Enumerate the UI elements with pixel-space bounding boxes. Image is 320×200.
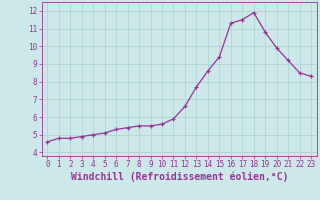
X-axis label: Windchill (Refroidissement éolien,°C): Windchill (Refroidissement éolien,°C) xyxy=(70,172,288,182)
